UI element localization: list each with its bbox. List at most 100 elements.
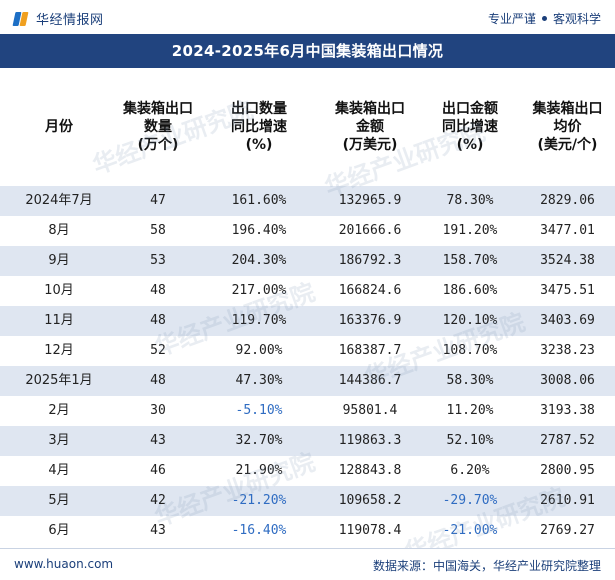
cell-quantity-growth: 119.70%	[231, 313, 287, 328]
cell-quantity-growth: 204.30%	[231, 253, 287, 268]
cell-month: 10月	[44, 283, 74, 298]
header-export-amount: 集装箱出口 金额 (万美元)	[335, 101, 405, 153]
table-row: 5月 42 -21.20% 109658.2 -29.70% 2610.91	[0, 486, 615, 516]
table-row: 2024年7月 47 161.60% 132965.9 78.30% 2829.06	[0, 186, 615, 216]
header-export-quantity: 集装箱出口 数量 (万个)	[123, 101, 193, 153]
cell-export-amount: 144386.7	[338, 373, 402, 388]
table-row: 3月 43 32.70% 119863.3 52.10% 2787.52	[0, 426, 615, 456]
table-row: 6月 43 -16.40% 119078.4 -21.00% 2769.27	[0, 516, 615, 546]
cell-export-amount: 109658.2	[338, 493, 402, 508]
cell-export-amount: 166824.6	[338, 283, 402, 298]
cell-avg-price: 3477.01	[540, 223, 595, 238]
cell-amount-growth: 11.20%	[446, 403, 494, 418]
header-avg-price: 集装箱出口 均价 (美元/个)	[532, 101, 603, 153]
cell-export-quantity: 43	[150, 523, 166, 538]
cell-export-amount: 128843.8	[338, 463, 402, 478]
cell-quantity-growth: 92.00%	[235, 343, 283, 358]
cell-export-quantity: 48	[150, 283, 166, 298]
cell-amount-growth: 52.10%	[446, 433, 494, 448]
table-row: 2025年1月 48 47.30% 144386.7 58.30% 3008.06	[0, 366, 615, 396]
cell-avg-price: 3475.51	[540, 283, 595, 298]
cell-amount-growth: -21.00%	[442, 523, 498, 538]
cell-amount-growth: 158.70%	[442, 253, 498, 268]
header-quantity-growth: 出口数量 同比增速 (%)	[231, 101, 287, 153]
cell-export-amount: 95801.4	[342, 403, 398, 418]
cell-export-amount: 163376.9	[338, 313, 402, 328]
cell-quantity-growth: 32.70%	[235, 433, 283, 448]
cell-amount-growth: 186.60%	[442, 283, 498, 298]
cell-quantity-growth: -5.10%	[235, 403, 283, 418]
header-month: 月份	[45, 119, 73, 135]
cell-quantity-growth: 21.90%	[235, 463, 283, 478]
site-url-link[interactable]: www.huaon.com	[14, 557, 114, 571]
cell-amount-growth: 6.20%	[450, 463, 490, 478]
table-row: 8月 58 196.40% 201666.6 191.20% 3477.01	[0, 216, 615, 246]
cell-amount-growth: -29.70%	[442, 493, 498, 508]
cell-month: 2024年7月	[25, 193, 93, 208]
cell-amount-growth: 120.10%	[442, 313, 498, 328]
cell-avg-price: 3403.69	[540, 313, 595, 328]
table-row: 12月 52 92.00% 168387.7 108.70% 3238.23	[0, 336, 615, 366]
header-amount-growth: 出口金额 同比增速 (%)	[442, 101, 498, 153]
table-row: 2月 30 -5.10% 95801.4 11.20% 3193.38	[0, 396, 615, 426]
cell-export-quantity: 52	[150, 343, 166, 358]
cell-export-amount: 201666.6	[338, 223, 402, 238]
top-bar: 华经情报网 专业严谨 客观科学	[0, 0, 615, 34]
cell-avg-price: 2800.95	[540, 463, 595, 478]
cell-export-quantity: 47	[150, 193, 166, 208]
data-source: 数据来源：中国海关，华经产业研究院整理	[372, 559, 601, 573]
cell-month: 6月	[48, 523, 70, 538]
cell-export-quantity: 46	[150, 463, 166, 478]
cell-export-quantity: 48	[150, 373, 166, 388]
title-bar: 2024-2025年6月中国集装箱出口情况	[0, 34, 615, 68]
cell-export-amount: 119863.3	[338, 433, 402, 448]
slogan-dot-icon	[541, 16, 547, 21]
cell-export-quantity: 30	[150, 403, 166, 418]
cell-quantity-growth: -21.20%	[231, 493, 287, 508]
brand-name: 华经情报网	[36, 13, 104, 28]
cell-avg-price: 3238.23	[540, 343, 595, 358]
cell-quantity-growth: 47.30%	[235, 373, 283, 388]
slogan-a: 专业严谨	[487, 12, 536, 26]
cell-avg-price: 2610.91	[540, 493, 595, 508]
cell-month: 3月	[48, 433, 70, 448]
cell-quantity-growth: 217.00%	[231, 283, 287, 298]
cell-quantity-growth: 196.40%	[231, 223, 287, 238]
cell-export-quantity: 48	[150, 313, 166, 328]
cell-month: 11月	[44, 313, 74, 328]
brand-logo[interactable]: 华经情报网	[12, 9, 104, 28]
cell-month: 12月	[44, 343, 74, 358]
cell-export-quantity: 53	[150, 253, 166, 268]
cell-month: 8月	[48, 223, 70, 238]
cell-export-quantity: 58	[150, 223, 166, 238]
cell-export-quantity: 42	[150, 493, 166, 508]
cell-avg-price: 3008.06	[540, 373, 595, 388]
table-body: 2024年7月 47 161.60% 132965.9 78.30% 2829.06 8月 5…	[0, 186, 615, 546]
table-row: 9月 53 204.30% 186792.3 158.70% 3524.38	[0, 246, 615, 276]
cell-month: 2月	[48, 403, 70, 418]
cell-amount-growth: 78.30%	[446, 193, 494, 208]
cell-quantity-growth: -16.40%	[231, 523, 287, 538]
cell-avg-price: 3193.38	[540, 403, 595, 418]
cell-export-amount: 186792.3	[338, 253, 402, 268]
cell-avg-price: 2787.52	[540, 433, 595, 448]
cell-month: 5月	[48, 493, 70, 508]
table-header: 月份 集装箱出口 数量 (万个) 出口数量 同比增速 (%) 集装箱出口 金额 …	[0, 68, 615, 186]
cell-amount-growth: 191.20%	[442, 223, 498, 238]
cell-avg-price: 2769.27	[540, 523, 595, 538]
cell-export-quantity: 43	[150, 433, 166, 448]
brand-slogan: 专业严谨 客观科学	[488, 10, 601, 27]
table-row: 11月 48 119.70% 163376.9 120.10% 3403.69	[0, 306, 615, 336]
cell-avg-price: 3524.38	[540, 253, 595, 268]
cell-export-amount: 119078.4	[338, 523, 402, 538]
cell-export-amount: 132965.9	[338, 193, 402, 208]
cell-quantity-growth: 161.60%	[231, 193, 287, 208]
slogan-b: 客观科学	[552, 12, 601, 26]
table-row: 4月 46 21.90% 128843.8 6.20% 2800.95	[0, 456, 615, 486]
page-title: 2024-2025年6月中国集装箱出口情况	[171, 42, 444, 60]
cell-amount-growth: 108.70%	[442, 343, 498, 358]
cell-avg-price: 2829.06	[540, 193, 595, 208]
cell-month: 4月	[48, 463, 70, 478]
footer: www.huaon.com 数据来源：中国海关，华经产业研究院整理	[0, 548, 615, 580]
cell-month: 2025年1月	[25, 373, 93, 388]
